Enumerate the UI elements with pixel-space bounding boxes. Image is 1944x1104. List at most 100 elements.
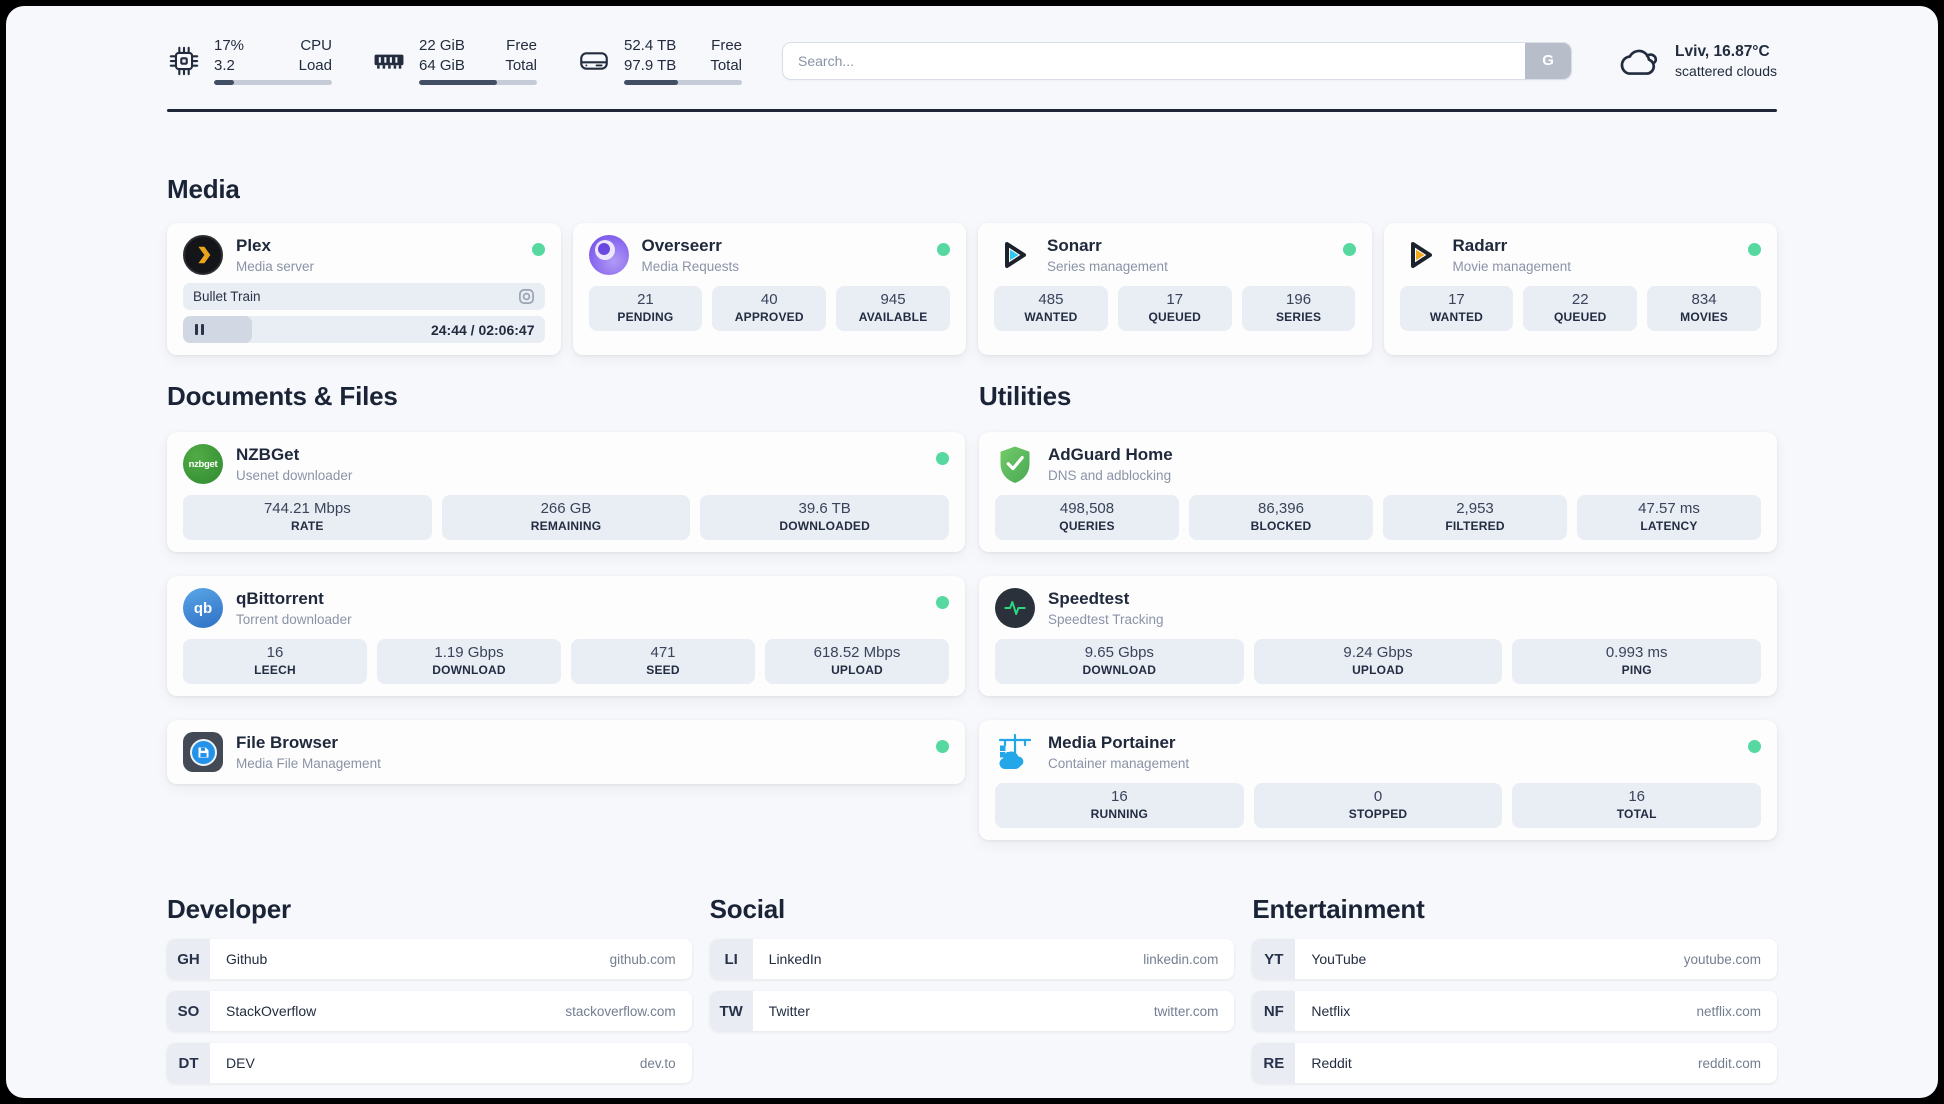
- overseerr-card[interactable]: Overseerr Media Requests 21 PENDING 40 APP…: [572, 223, 966, 355]
- stat-box: 16 LEECH: [183, 639, 367, 684]
- nzbget-icon: nzbget: [183, 444, 223, 484]
- status-dot: [1748, 740, 1761, 753]
- dashboard: 17% 3.2 CPU Load: [6, 6, 1938, 1098]
- stat-box: 16 TOTAL: [1512, 783, 1762, 828]
- stat-box: 40 APPROVED: [712, 286, 827, 331]
- card-title: AdGuard Home: [1048, 444, 1173, 464]
- stat-box: 17 WANTED: [1399, 286, 1514, 331]
- cpu-label: CPU: [300, 37, 332, 54]
- portainer-card[interactable]: Media Portainer Container management 16 R…: [979, 720, 1777, 840]
- section-heading-developer: Developer: [167, 894, 291, 924]
- card-title: Radarr: [1452, 235, 1508, 255]
- stat-box: 498,508 QUERIES: [995, 495, 1179, 540]
- disk-total-value: 97.9 TB: [624, 56, 677, 74]
- radarr-icon: [1400, 235, 1440, 275]
- adguard-card[interactable]: AdGuard Home DNS and adblocking 498,508 Q…: [979, 432, 1777, 552]
- search-bar: G: [782, 41, 1573, 80]
- card-subtitle: Torrent downloader: [236, 612, 352, 628]
- now-playing-title: Bullet Train: [193, 289, 261, 304]
- cpu-load-label: Load: [298, 56, 332, 74]
- card-title: File Browser: [236, 732, 339, 752]
- plex-icon: [183, 235, 223, 275]
- cpu-stat: 17% 3.2 CPU Load: [167, 36, 332, 85]
- section-heading-utilities: Utilities: [979, 381, 1072, 411]
- link-badge: LI: [709, 939, 753, 979]
- link-youtube[interactable]: YT YouTube youtube.com: [1252, 939, 1777, 979]
- card-title: Media Portainer: [1048, 732, 1176, 752]
- status-dot: [936, 740, 949, 753]
- disk-free-value: 52.4 TB: [624, 37, 677, 54]
- cpu-load-value: 3.2: [214, 56, 235, 74]
- camera-icon[interactable]: [518, 288, 535, 305]
- link-reddit[interactable]: RE Reddit reddit.com: [1252, 1043, 1777, 1083]
- link-badge: TW: [709, 991, 753, 1031]
- card-subtitle: Series management: [1047, 259, 1168, 275]
- filebrowser-icon: [183, 732, 223, 772]
- card-title: Speedtest: [1048, 588, 1130, 608]
- system-stats: 17% 3.2 CPU Load: [167, 36, 742, 85]
- section-heading-media: Media: [167, 174, 240, 204]
- stat-box: 834 MOVIES: [1647, 286, 1761, 331]
- card-title: Overseerr: [641, 235, 722, 255]
- player-row: 24:44 / 02:06:47: [183, 316, 545, 343]
- stat-box: 945 AVAILABLE: [836, 286, 950, 331]
- search-engine-button[interactable]: G: [1525, 42, 1572, 79]
- stat-box: 9.65 Gbps DOWNLOAD: [995, 639, 1244, 684]
- stat-box: 16 RUNNING: [995, 783, 1244, 828]
- weather-location: Lviv, 16.87°C: [1675, 42, 1770, 60]
- stat-box: 22 QUEUED: [1523, 286, 1638, 331]
- stat-box: 471 SEED: [571, 639, 755, 684]
- memory-free-value: 22 GiB: [419, 37, 465, 54]
- header-divider: [167, 109, 1777, 112]
- status-dot: [531, 243, 545, 256]
- link-badge: RE: [1252, 1043, 1296, 1083]
- link-twitter[interactable]: TW Twitter twitter.com: [709, 991, 1235, 1031]
- sonarr-card[interactable]: Sonarr Series management 485 WANTED 17 QUE…: [978, 223, 1372, 355]
- card-subtitle: Usenet downloader: [236, 468, 353, 484]
- stat-box: 2,953 FILTERED: [1383, 495, 1567, 540]
- search-input[interactable]: [782, 41, 1573, 80]
- nzbget-card[interactable]: nzbget NZBGet Usenet downloader 744.21 M…: [167, 432, 965, 552]
- pause-button[interactable]: [193, 322, 206, 337]
- stat-box: 618.52 Mbps UPLOAD: [765, 639, 949, 684]
- stat-box: 0.993 ms PING: [1512, 639, 1762, 684]
- link-linkedin[interactable]: LI LinkedIn linkedin.com: [709, 939, 1235, 979]
- qbittorrent-card[interactable]: qb qBittorrent Torrent downloader 16 LEEC…: [167, 576, 965, 696]
- filebrowser-card[interactable]: File Browser Media File Management: [167, 720, 965, 784]
- card-subtitle: DNS and adblocking: [1048, 468, 1172, 484]
- link-dev[interactable]: DT DEV dev.to: [167, 1043, 692, 1083]
- stat-box: 86,396 BLOCKED: [1189, 495, 1373, 540]
- cpu-icon: [167, 44, 201, 78]
- status-dot: [936, 452, 949, 465]
- link-stackoverflow[interactable]: SO StackOverflow stackoverflow.com: [167, 991, 692, 1031]
- stat-box: 485 WANTED: [994, 286, 1108, 331]
- card-title: qBittorrent: [236, 588, 324, 608]
- link-badge: YT: [1252, 939, 1296, 979]
- link-github[interactable]: GH Github github.com: [167, 939, 692, 979]
- card-subtitle: Media server: [236, 259, 315, 275]
- disk-progress-bar: [624, 80, 742, 85]
- header: 17% 3.2 CPU Load: [167, 36, 1777, 85]
- qbittorrent-icon: qb: [183, 588, 223, 628]
- link-netflix[interactable]: NF Netflix netflix.com: [1252, 991, 1777, 1031]
- section-heading-entertainment: Entertainment: [1252, 894, 1425, 924]
- radarr-card[interactable]: Radarr Movie management 17 WANTED 22 QUEUE…: [1383, 223, 1777, 355]
- link-badge: DT: [167, 1043, 210, 1083]
- link-badge: SO: [167, 991, 210, 1031]
- adguard-icon: [995, 444, 1035, 484]
- stat-box: 196 SERIES: [1241, 286, 1356, 331]
- card-title: Sonarr: [1047, 235, 1102, 255]
- memory-progress-bar: [419, 80, 537, 85]
- sonarr-icon: [994, 235, 1034, 275]
- stat-box: 1.19 Gbps DOWNLOAD: [377, 639, 561, 684]
- cpu-percent: 17%: [214, 37, 245, 54]
- link-badge: NF: [1252, 991, 1296, 1031]
- section-heading-documents: Documents & Files: [167, 381, 398, 411]
- speedtest-card[interactable]: Speedtest Speedtest Tracking 9.65 Gbps DO…: [979, 576, 1777, 696]
- cloud-icon: [1616, 41, 1662, 81]
- weather-widget: Lviv, 16.87°C scattered clouds: [1616, 41, 1777, 81]
- memory-free-label: Free: [506, 37, 537, 54]
- card-title: Plex: [236, 235, 271, 255]
- plex-card[interactable]: Plex Media server Bullet Train: [167, 223, 561, 355]
- disk-free-label: Free: [711, 37, 742, 54]
